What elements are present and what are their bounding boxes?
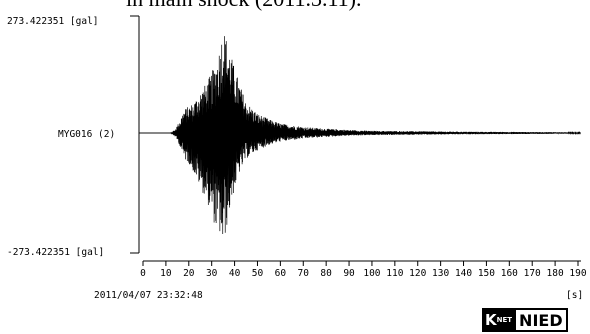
x-tick-label: 90 [343, 268, 355, 279]
x-tick-label: 150 [478, 268, 495, 279]
x-tick-label: 180 [547, 268, 564, 279]
y-axis [130, 15, 140, 254]
start-time-label: 2011/04/07 23:32:48 [94, 290, 203, 301]
x-tick-label: 0 [140, 268, 146, 279]
x-tick-label: 110 [386, 268, 403, 279]
x-tick-label: 100 [363, 268, 380, 279]
y-min-label: -273.422351 [gal] [7, 247, 104, 258]
x-tick-label: 50 [252, 268, 264, 279]
x-tick-label: 30 [206, 268, 218, 279]
x-tick-label: 160 [501, 268, 518, 279]
x-tick-label: 140 [455, 268, 472, 279]
x-tick-label: 10 [160, 268, 172, 279]
knet-nied-logo: K NET NIED [482, 308, 576, 332]
x-tick-label: 60 [275, 268, 287, 279]
x-axis: 0 10 20 30 40 50 60 70 80 90 100 110 120 130 140 150 160… [140, 260, 587, 279]
x-tick-label: 120 [409, 268, 426, 279]
x-unit-label: [s] [566, 290, 583, 301]
logo-knet: K NET [482, 308, 515, 332]
station-label: MYG016 (2) [58, 129, 115, 140]
logo-nied: NIED [514, 308, 568, 332]
caption-fragment: in main shock (2011.3.11). [126, 0, 361, 11]
waveform-line [139, 36, 581, 234]
waveform-trace [139, 36, 581, 234]
y-max-label: 273.422351 [gal] [7, 16, 99, 27]
x-tick-label: 70 [298, 268, 310, 279]
x-tick-label: 130 [432, 268, 449, 279]
x-tick-label: 20 [183, 268, 195, 279]
x-tick-label: 190 [569, 268, 586, 279]
x-tick-label: 170 [524, 268, 541, 279]
x-tick-label: 40 [229, 268, 241, 279]
x-tick-label: 80 [320, 268, 332, 279]
